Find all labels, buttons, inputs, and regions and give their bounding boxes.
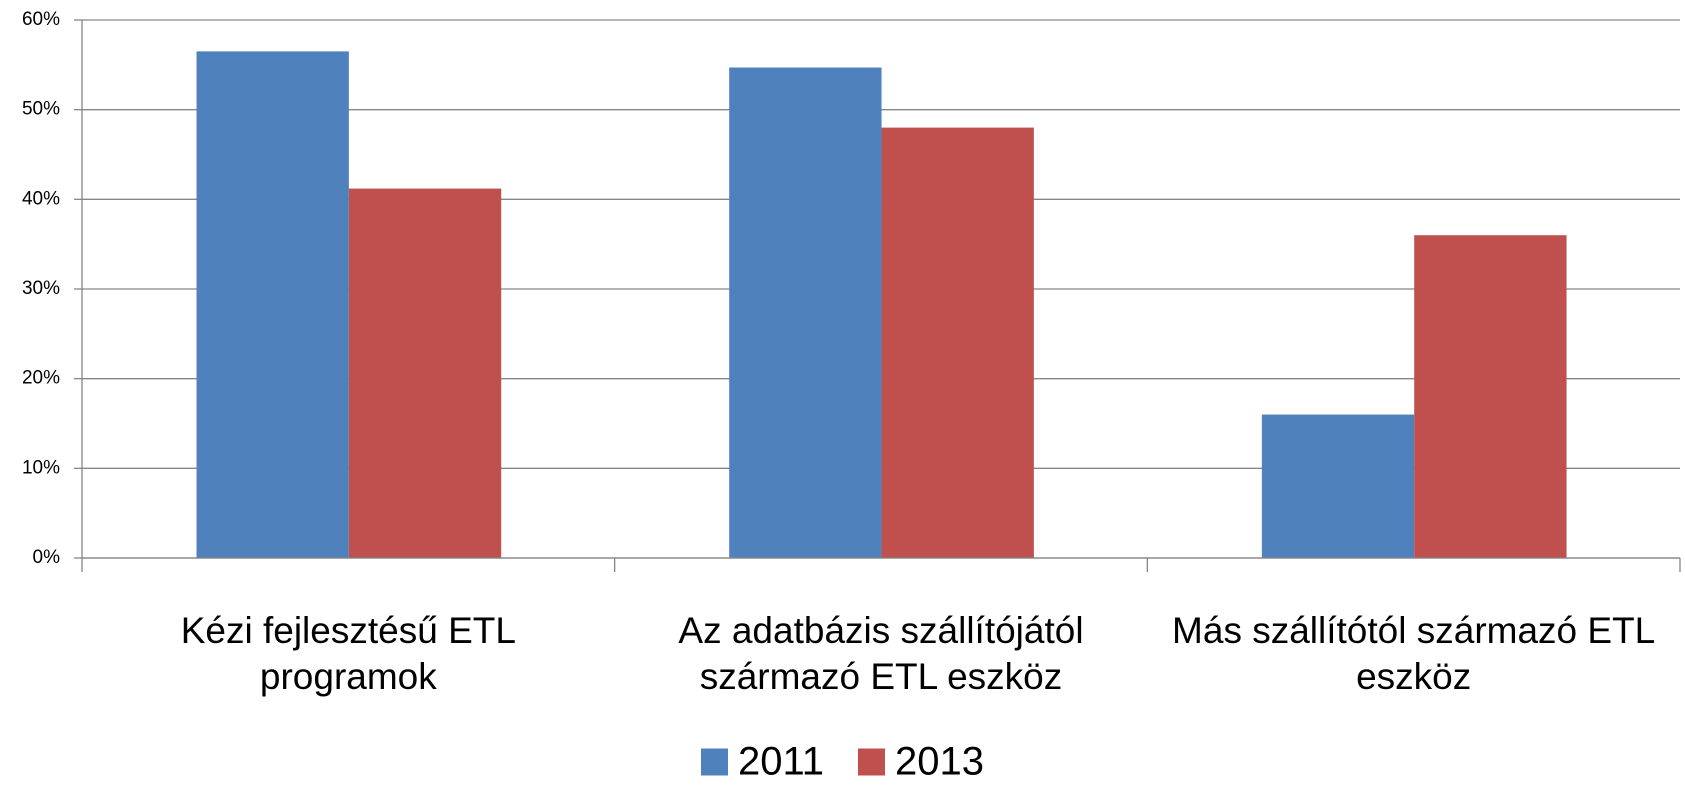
x-tick-label: Más szállítótól származó ETL eszköz: [1172, 610, 1656, 697]
legend-item: 2011: [701, 740, 824, 785]
legend: 2011 2013: [0, 740, 1685, 785]
legend-label: 2013: [895, 739, 984, 784]
legend-label: 2011: [738, 739, 825, 784]
bar: [1414, 235, 1567, 558]
x-tick-label: Kézi fejlesztésű ETL programok: [180, 610, 516, 697]
y-tick-label: 60%: [22, 9, 60, 30]
y-tick-label: 30%: [22, 278, 60, 299]
legend-swatch: [701, 748, 728, 776]
bar: [1261, 414, 1415, 558]
legend-swatch: [858, 748, 886, 776]
bar: [729, 67, 882, 559]
bar: [196, 51, 349, 559]
y-tick-label: 20%: [22, 368, 60, 389]
y-tick-label: 40%: [22, 188, 60, 209]
bar: [348, 188, 502, 558]
bar: [881, 127, 1034, 558]
y-tick-label: 0%: [33, 547, 61, 568]
legend-item: 2013: [858, 740, 984, 785]
y-tick-label: 10%: [22, 457, 60, 478]
x-tick-label: Az adatbázis szállítójától származó ETL …: [678, 610, 1084, 697]
y-tick-label: 50%: [22, 99, 60, 120]
